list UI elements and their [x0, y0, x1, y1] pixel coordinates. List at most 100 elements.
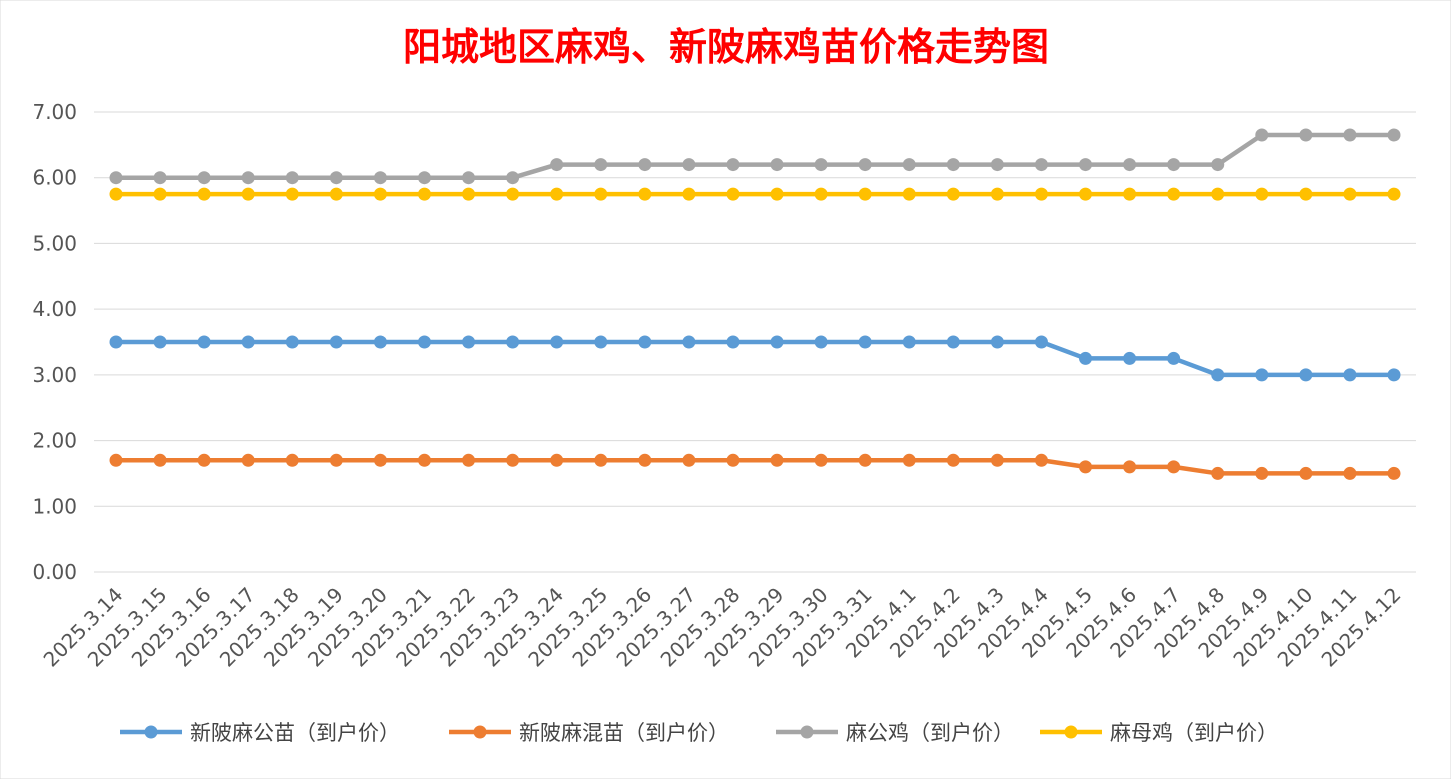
- data-point: [1167, 187, 1181, 201]
- data-point: [1079, 187, 1093, 201]
- data-point: [550, 453, 564, 467]
- data-point: [417, 171, 431, 185]
- series-2: [109, 453, 1401, 480]
- y-tick-label: 6.00: [32, 166, 77, 190]
- data-point: [373, 187, 387, 201]
- data-point: [726, 187, 740, 201]
- data-point: [946, 453, 960, 467]
- data-point: [1079, 351, 1093, 365]
- data-point: [1211, 187, 1225, 201]
- data-point: [1343, 128, 1357, 142]
- data-point: [946, 158, 960, 172]
- series-line: [116, 339, 1394, 378]
- series-3: [109, 128, 1401, 185]
- data-point: [285, 453, 299, 467]
- data-point: [858, 335, 872, 349]
- data-point: [726, 158, 740, 172]
- series-layer: [109, 128, 1401, 480]
- legend-item: 新陂麻公苗（到户价）: [120, 721, 400, 745]
- data-point: [506, 453, 520, 467]
- data-point: [814, 453, 828, 467]
- legend-marker: [800, 725, 814, 739]
- legend-item: 新陂麻混苗（到户价）: [449, 721, 729, 745]
- data-point: [153, 335, 167, 349]
- legend-item: 麻母鸡（到户价）: [1040, 721, 1278, 745]
- data-point: [197, 335, 211, 349]
- data-point: [726, 335, 740, 349]
- data-point: [109, 453, 123, 467]
- data-point: [109, 171, 123, 185]
- data-point: [1123, 460, 1137, 474]
- data-point: [682, 453, 696, 467]
- data-point: [506, 335, 520, 349]
- y-tick-label: 3.00: [32, 363, 77, 387]
- data-point: [1387, 128, 1401, 142]
- data-point: [550, 158, 564, 172]
- legend-label: 新陂麻公苗（到户价）: [190, 721, 400, 745]
- data-point: [682, 187, 696, 201]
- data-point: [638, 158, 652, 172]
- data-point: [814, 335, 828, 349]
- legend-marker: [1064, 725, 1078, 739]
- data-point: [1034, 453, 1048, 467]
- data-point: [417, 187, 431, 201]
- data-point: [682, 335, 696, 349]
- data-point: [858, 453, 872, 467]
- data-point: [153, 187, 167, 201]
- data-point: [594, 453, 608, 467]
- data-point: [1343, 466, 1357, 480]
- data-point: [1167, 460, 1181, 474]
- data-point: [1299, 128, 1313, 142]
- data-point: [858, 187, 872, 201]
- data-point: [902, 187, 916, 201]
- data-point: [1343, 187, 1357, 201]
- data-point: [1123, 187, 1137, 201]
- series-4: [109, 187, 1401, 201]
- data-point: [1299, 368, 1313, 382]
- data-point: [462, 171, 476, 185]
- y-tick-label: 0.00: [32, 560, 77, 584]
- data-point: [858, 158, 872, 172]
- y-tick-label: 7.00: [32, 100, 77, 124]
- data-point: [1255, 187, 1269, 201]
- legend-label: 麻公鸡（到户价）: [846, 721, 1014, 745]
- data-point: [153, 453, 167, 467]
- data-point: [329, 453, 343, 467]
- legend-label: 麻母鸡（到户价）: [1110, 721, 1278, 745]
- data-point: [1211, 466, 1225, 480]
- data-point: [417, 335, 431, 349]
- data-point: [1123, 351, 1137, 365]
- data-point: [990, 335, 1004, 349]
- data-point: [902, 453, 916, 467]
- data-point: [109, 187, 123, 201]
- data-point: [1299, 466, 1313, 480]
- legend-label: 新陂麻混苗（到户价）: [519, 721, 729, 745]
- data-point: [241, 453, 255, 467]
- data-point: [462, 187, 476, 201]
- data-point: [814, 187, 828, 201]
- data-point: [462, 335, 476, 349]
- data-point: [241, 335, 255, 349]
- data-point: [1079, 158, 1093, 172]
- data-point: [594, 158, 608, 172]
- data-point: [550, 335, 564, 349]
- data-point: [506, 187, 520, 201]
- data-point: [1387, 368, 1401, 382]
- data-point: [241, 187, 255, 201]
- y-tick-label: 1.00: [32, 494, 77, 518]
- data-point: [770, 335, 784, 349]
- data-point: [329, 335, 343, 349]
- data-point: [770, 158, 784, 172]
- data-point: [594, 187, 608, 201]
- data-point: [1211, 158, 1225, 172]
- data-point: [1034, 335, 1048, 349]
- data-point: [1255, 466, 1269, 480]
- data-point: [1387, 466, 1401, 480]
- y-tick-label: 2.00: [32, 429, 77, 453]
- data-point: [1387, 187, 1401, 201]
- data-point: [814, 158, 828, 172]
- data-point: [726, 453, 740, 467]
- data-point: [946, 187, 960, 201]
